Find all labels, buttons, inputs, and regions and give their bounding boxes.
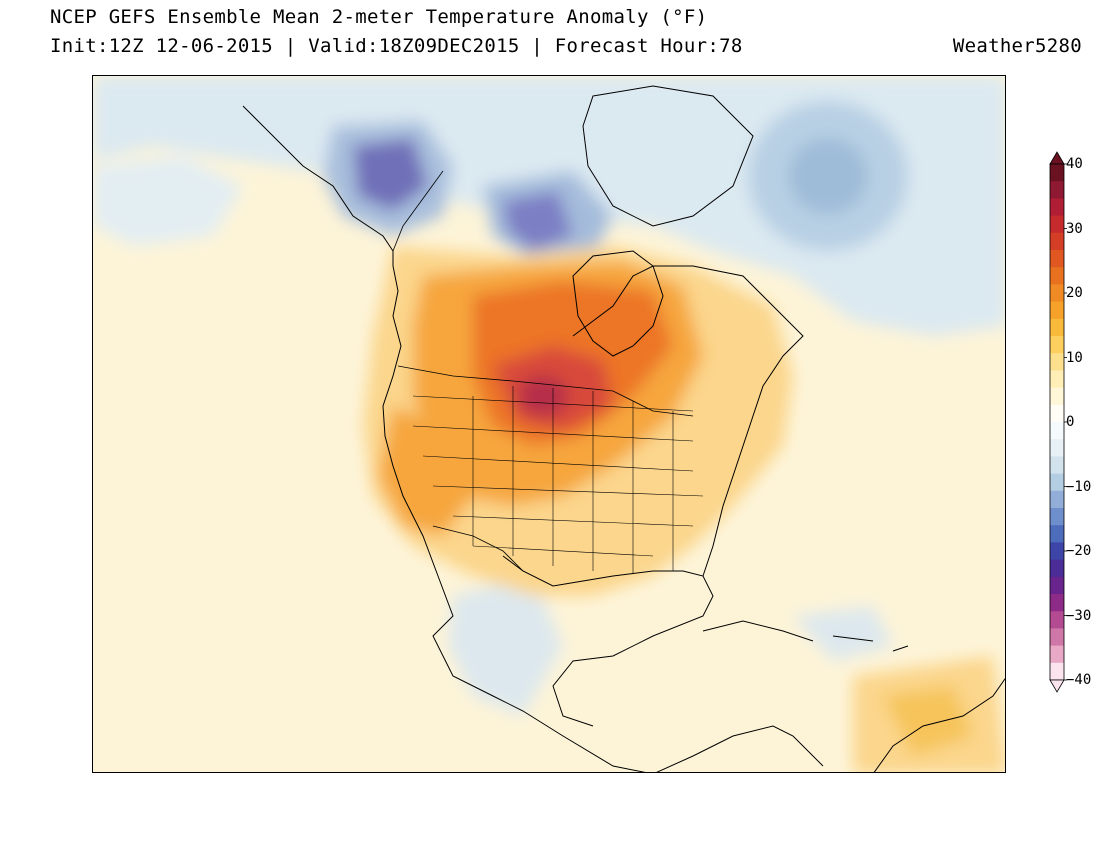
coastline-gulf xyxy=(502,555,714,727)
anomaly-map xyxy=(92,75,1006,773)
coastline-pacific xyxy=(242,105,646,772)
colorbar-tick-label: −20 xyxy=(1066,543,1092,559)
colorbar-swatch xyxy=(1050,250,1064,268)
map-title: NCEP GEFS Ensemble Mean 2-meter Temperat… xyxy=(50,6,708,28)
cool-region-pacific xyxy=(93,156,243,246)
warm-region-southwest xyxy=(378,406,473,536)
colorbar-tick-label: −10 xyxy=(1066,478,1092,495)
anomaly-map-svg xyxy=(93,76,1005,772)
colorbar-swatch xyxy=(1050,611,1064,629)
colorbar-swatch xyxy=(1050,645,1064,664)
colorbar-swatch xyxy=(1050,370,1064,389)
boundaries xyxy=(242,85,1005,772)
coastline-central-america xyxy=(656,725,824,772)
colorbar-swatch xyxy=(1050,490,1064,509)
colorbar-swatch xyxy=(1050,422,1064,440)
colorbar-swatch xyxy=(1050,525,1064,543)
colorbar-swatch xyxy=(1050,198,1064,217)
coastline-atlantic xyxy=(572,265,804,577)
colorbar-swatch xyxy=(1050,559,1064,578)
cool-region-mexico xyxy=(448,576,563,716)
colorbar-swatch xyxy=(1050,508,1064,526)
colorbar-swatch xyxy=(1050,215,1064,234)
colorbar-swatch xyxy=(1050,576,1064,595)
colorbar-tick-label: 20 xyxy=(1066,285,1083,301)
colorbar-swatch xyxy=(1050,284,1064,303)
colorbar-swatch xyxy=(1050,439,1064,457)
colorbar-tick-label: 10 xyxy=(1066,349,1083,366)
colorbar: 40 30 20 10 0 −10 −20 −30 −40 xyxy=(1038,150,1100,700)
colorbar-swatch xyxy=(1050,301,1064,320)
colorbar-min-arrow xyxy=(1049,679,1065,693)
colorbar-swatch xyxy=(1050,232,1064,251)
colorbar-swatch xyxy=(1050,353,1064,371)
colorbar-svg xyxy=(1049,151,1067,693)
colorbar-swatch xyxy=(1050,336,1064,354)
colorbar-tick-label: 40 xyxy=(1066,156,1083,172)
colorbar-tick-label: 0 xyxy=(1066,414,1075,430)
colorbar-swatch xyxy=(1050,267,1064,285)
colorbar-swatch xyxy=(1050,542,1064,561)
colorbar-swatch xyxy=(1050,404,1064,423)
state-borders xyxy=(412,386,704,574)
peak-region xyxy=(518,376,568,416)
coastline-cuba xyxy=(702,620,814,642)
colorbar-swatch xyxy=(1050,181,1064,199)
colorbar-swatch xyxy=(1050,456,1064,475)
colorbar-swatch xyxy=(1050,473,1064,492)
credit-label: Weather5280 xyxy=(952,35,1082,57)
colorbar-swatch xyxy=(1050,662,1064,681)
colorbar-swatch xyxy=(1050,628,1064,647)
colorbar-tick-label: −30 xyxy=(1066,607,1092,624)
colorbar-swatch xyxy=(1050,318,1064,337)
colorbar-swatch xyxy=(1050,387,1064,406)
colorbar-tick-label: −40 xyxy=(1066,672,1092,688)
anomaly-shading xyxy=(93,76,1005,772)
border-us-mexico xyxy=(432,525,524,572)
coastline-hudson-bay xyxy=(572,250,664,357)
border-us-canada xyxy=(397,365,694,417)
colorbar-max-arrow xyxy=(1049,151,1065,165)
forecast-info: Init:12Z 12-06-2015 | Valid:18Z09DEC2015… xyxy=(50,35,743,57)
colorbar-swatch xyxy=(1050,164,1064,182)
coastline-greenland xyxy=(582,85,754,227)
colorbar-tick-label: 30 xyxy=(1066,220,1083,237)
border-alaska-canada xyxy=(392,170,444,252)
colorbar-swatch xyxy=(1050,594,1064,612)
